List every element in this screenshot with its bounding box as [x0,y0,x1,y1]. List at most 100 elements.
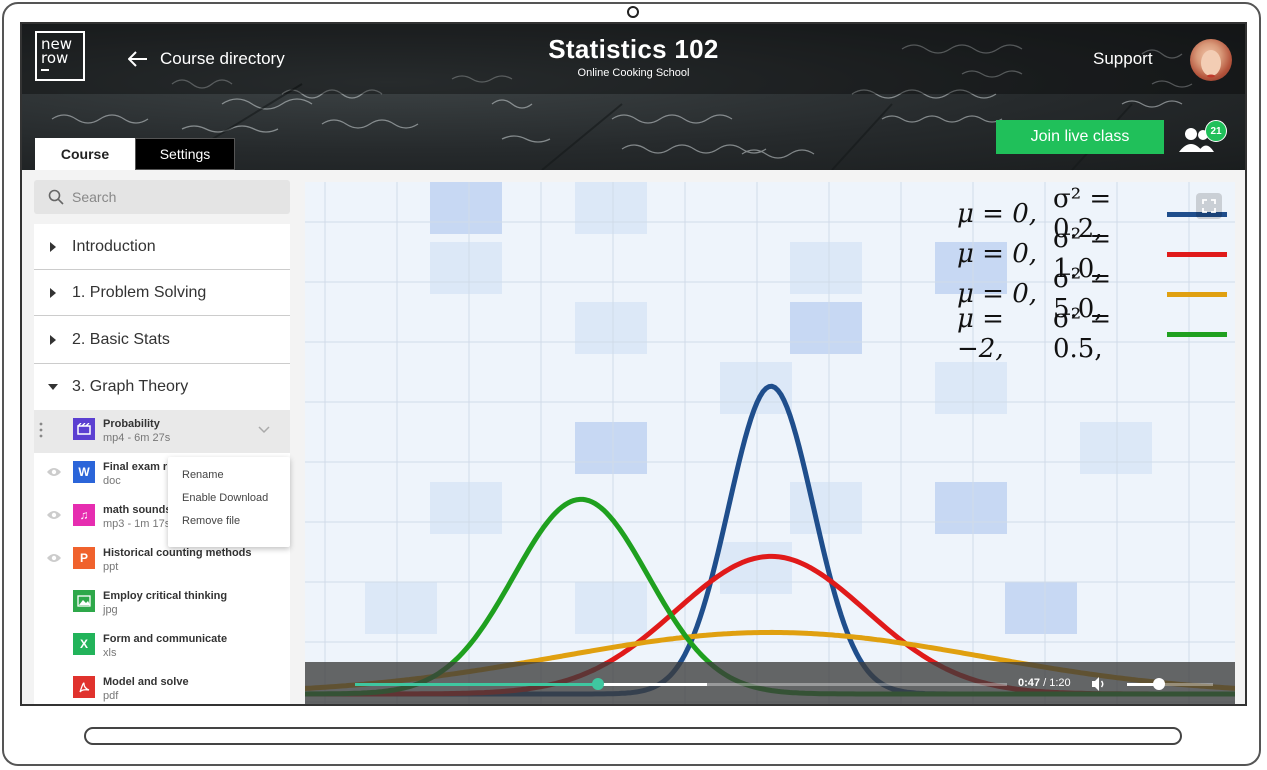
grid-tile [575,302,647,354]
legend-mu: μ = 0, [957,239,1038,269]
file-name: Probability [103,418,160,430]
participants-count-badge: 21 [1205,120,1227,142]
legend-sigma: σ² = 0.2, [1053,184,1112,244]
grid-tile [1005,582,1077,634]
laptop-base [84,727,1182,745]
image-file-icon [73,590,95,612]
powerpoint-file-icon: P [73,547,95,569]
file-meta: xls [103,647,117,659]
section-basic-stats[interactable]: 2. Basic Stats [34,316,290,364]
file-name: Model and solve [103,676,189,688]
volume-level [1127,683,1159,686]
file-meta: doc [103,475,121,487]
section-problem-solving[interactable]: 1. Problem Solving [34,270,290,316]
grid-tile [575,582,647,634]
legend-sigma: σ² = 0.5, [1053,304,1112,364]
file-item-model-solve[interactable]: Model and solve pdf [34,668,290,704]
file-item-form-communicate[interactable]: X Form and communicate xls [34,625,290,668]
legend-sigma: σ² = 1.0, [1053,224,1112,284]
eye-icon[interactable] [46,510,62,520]
video-controls: 0:47 / 1:20 [305,662,1235,704]
eye-icon[interactable] [46,467,62,477]
duration: 1:20 [1049,677,1071,689]
caret-right-icon [34,334,72,346]
drag-handle-icon[interactable] [39,422,43,438]
menu-item-rename[interactable]: Rename [182,469,224,481]
file-item-probability[interactable]: Probability mp4 - 6m 27s [34,410,290,453]
excel-file-icon: X [73,633,95,655]
grid-tile [935,242,1007,294]
join-live-class-button[interactable]: Join live class [996,120,1164,154]
participants-icon[interactable] [1178,125,1214,153]
file-item-math-sounds[interactable]: ♫ math sounds mp3 - 1m 17s [34,496,290,539]
section-label: 2. Basic Stats [72,330,170,348]
tab-course[interactable]: Course [35,138,135,170]
volume-handle[interactable] [1153,678,1165,690]
menu-item-remove-file[interactable]: Remove file [182,515,241,527]
grid-tile [935,362,1007,414]
section-label: 3. Graph Theory [72,378,189,395]
grid-lines [305,182,1235,704]
arrow-left-icon [128,51,147,67]
user-avatar[interactable] [1190,39,1232,81]
file-meta: pdf [103,690,119,702]
file-list: Probability mp4 - 6m 27s W Final exam r … [34,410,290,704]
course-sidebar: Introduction 1. Problem Solving 2. Basic… [34,180,290,704]
grid-tile [575,182,647,234]
support-link[interactable]: Support [1093,49,1153,68]
legend-row: μ = 0, σ² = 5.0, [957,264,1227,324]
legend-swatch [1167,211,1227,217]
legend-sigma: σ² = 5.0, [1053,264,1112,324]
legend-mu: μ = 0, [957,279,1038,309]
newrow-logo[interactable]: new row [35,31,85,81]
section-label: Introduction [72,237,156,255]
camera-icon [627,6,639,18]
caret-down-icon [34,383,72,391]
file-meta: jpg [103,604,118,616]
legend-mu: μ = −2, [957,304,1004,364]
grid-tile [430,242,502,294]
grid-tiles [365,182,1152,634]
file-item-final-exam[interactable]: W Final exam r doc [34,453,290,496]
section-graph-theory[interactable]: 3. Graph Theory [34,364,290,410]
course-directory-link[interactable]: Course directory [128,49,285,69]
chevron-down-icon[interactable] [258,426,270,434]
file-name: math sounds [103,504,172,516]
seek-progress [355,683,598,686]
grid-tile [430,482,502,534]
eye-icon[interactable] [46,553,62,563]
seek-handle[interactable] [592,678,604,690]
file-name: Employ critical thinking [103,590,228,602]
search-input[interactable] [70,188,274,206]
volume-slider[interactable] [1127,683,1213,686]
logo-dash [41,69,49,71]
file-name: Historical counting methods [103,547,252,559]
legend-row: μ = 0, σ² = 1.0, [957,224,1227,284]
tab-settings[interactable]: Settings [135,138,235,170]
fullscreen-button[interactable] [1196,193,1222,219]
video-player[interactable]: μ = 0, σ² = 0.2, μ = 0, σ² = 1.0, μ = 0, σ² =… [305,182,1235,704]
grid-tile [365,582,437,634]
file-item-critical-thinking[interactable]: Employ critical thinking jpg [34,582,290,625]
legend-swatch [1167,251,1227,257]
section-introduction[interactable]: Introduction [34,224,290,270]
grid-tile [790,482,862,534]
legend-swatch [1167,331,1227,337]
logo-text-2: row [41,49,69,67]
grid-tile [575,422,647,474]
caret-right-icon [34,241,72,253]
video-frame [305,182,1235,704]
volume-icon[interactable] [1091,676,1107,692]
pdf-file-icon [73,676,95,698]
search-box [34,180,290,214]
grid-tile [1080,422,1152,474]
caret-right-icon [34,287,72,299]
time-display: 0:47 / 1:20 [1018,677,1071,689]
course-directory-label: Course directory [160,49,285,68]
file-name: Final exam r [103,461,168,473]
current-time: 0:47 [1018,677,1041,689]
legend-row: μ = 0, σ² = 0.2, [957,184,1227,244]
menu-item-enable-download[interactable]: Enable Download [182,492,269,504]
file-item-historical-counting[interactable]: P Historical counting methods ppt [34,539,290,582]
legend-mu: μ = 0, [957,199,1038,229]
